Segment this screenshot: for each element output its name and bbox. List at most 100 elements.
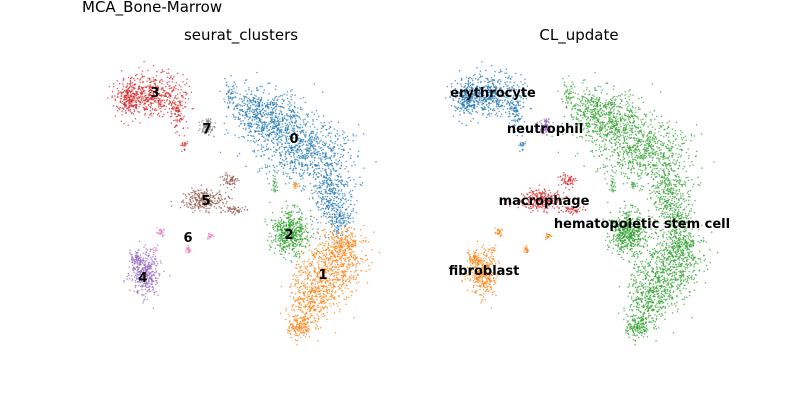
scatter-point-cluster-0	[301, 154, 304, 157]
scatter-point-cluster-1	[307, 302, 310, 305]
scatter-point-cluster-0	[344, 183, 346, 185]
scatter-point-cluster-0	[251, 125, 254, 127]
scatter-point-cluster-0	[294, 146, 296, 149]
scatter-point-cluster-0	[253, 94, 256, 96]
scatter-point-cluster-2	[298, 238, 300, 241]
scatter-point-cluster-0	[261, 146, 263, 148]
scatter-point-cluster-0	[309, 145, 312, 148]
scatter-point-cluster-0	[327, 183, 330, 186]
scatter-point-cluster-2	[298, 257, 301, 259]
scatter-point-cluster-0	[232, 92, 234, 95]
scatter-point-cluster-1	[297, 335, 299, 337]
scatter-point-cluster-2	[292, 233, 295, 236]
scatter-point-cluster-1	[321, 276, 323, 279]
scatter-point-cluster-2	[278, 225, 281, 228]
scatter-point-cluster-0	[301, 141, 304, 143]
scatter-point-cluster-0	[247, 139, 249, 142]
scatter-point-cluster-3	[157, 101, 160, 104]
scatter-point-cluster-0	[336, 132, 339, 135]
scatter-point-cluster-1	[342, 251, 344, 253]
scatter-point-cluster-0	[263, 113, 266, 116]
scatter-point-cluster-1	[354, 255, 356, 257]
scatter-point-cluster-2	[301, 225, 304, 227]
scatter-point-cluster-2	[303, 231, 306, 233]
scatter-point-cluster-1	[316, 291, 318, 293]
scatter-point-cluster-2	[268, 248, 271, 251]
scatter-point-cluster-0	[270, 126, 272, 128]
scatter-point-cluster-2	[285, 234, 288, 237]
scatter-point-cluster-0	[238, 113, 241, 115]
scatter-point-cluster-0	[314, 177, 317, 180]
scatter-point-cluster-0	[330, 184, 333, 186]
scatter-point-cluster-0	[297, 139, 300, 141]
scatter-point-cluster-2	[291, 224, 294, 226]
scatter-point-cluster-1	[306, 282, 309, 284]
scatter-point-cluster-4	[144, 261, 146, 264]
scatter-point-cluster-1	[341, 285, 343, 287]
scatter-point-cluster-0	[318, 165, 320, 167]
scatter-point-cluster-1	[328, 298, 330, 300]
scatter-point-cluster-0	[282, 167, 285, 169]
scatter-point-cluster-0	[268, 133, 271, 135]
scatter-point-cluster-0	[299, 108, 302, 110]
scatter-point-cluster-3	[122, 83, 124, 85]
scatter-point-cluster-0	[256, 112, 259, 114]
scatter-point-cluster-2	[293, 218, 296, 220]
scatter-point-cluster-0	[257, 149, 259, 152]
scatter-point-cluster-0	[330, 183, 332, 185]
scatter-point-cluster-0	[290, 167, 292, 169]
scatter-point-cluster-0	[332, 149, 334, 151]
scatter-point-cluster-0	[245, 90, 247, 92]
scatter-point-cluster-2	[285, 200, 288, 202]
scatter-point-cluster-2	[294, 245, 297, 248]
scatter-point-cluster-4	[149, 290, 152, 292]
scatter-point-cluster-0	[339, 219, 341, 222]
scatter-point-cluster-1	[294, 292, 297, 295]
scatter-point-cluster-4	[152, 307, 155, 310]
scatter-point-cluster-0	[291, 93, 294, 96]
scatter-point-cluster-3	[174, 119, 176, 121]
scatter-point-cluster-0	[338, 214, 340, 216]
scatter-point-cluster-1	[316, 295, 318, 298]
scatter-point-cluster-0	[313, 185, 315, 188]
scatter-point-cluster-3	[164, 85, 167, 88]
scatter-point-cluster-0	[263, 109, 266, 112]
scatter-point-cluster-1	[324, 270, 326, 273]
scatter-point-cluster-0	[266, 105, 269, 107]
scatter-point-cluster-1	[321, 287, 324, 290]
scatter-point-cluster-0	[309, 164, 312, 166]
scatter-point-cluster-2	[285, 248, 287, 250]
scatter-point-cluster-0	[333, 156, 335, 158]
scatter-point-cluster-0	[344, 198, 346, 201]
scatter-point-cluster-1	[313, 308, 316, 311]
scatter-point-cluster-3	[175, 103, 177, 106]
scatter-point-cluster-1	[330, 268, 332, 271]
scatter-point-cluster-1	[310, 284, 313, 286]
scatter-point-cluster-0	[342, 195, 344, 197]
scatter-point-cluster-0	[339, 224, 341, 227]
scatter-point-cluster-0	[304, 163, 307, 166]
scatter-point-cluster-2	[301, 216, 303, 219]
scatter-point-cluster-0	[305, 155, 307, 158]
scatter-point-cluster-1	[303, 282, 305, 285]
scatter-point-cluster-0	[285, 146, 288, 148]
scatter-point-cluster-3	[126, 95, 129, 97]
scatter-point-cluster-0	[272, 126, 274, 128]
scatter-point-cluster-0	[268, 108, 270, 110]
scatter-point-cluster-0	[231, 97, 233, 99]
scatter-point-cluster-0	[241, 105, 244, 107]
scatter-point-cluster-0	[233, 81, 235, 83]
scatter-point-cluster-2	[286, 241, 288, 244]
scatter-point-cluster-0	[255, 140, 258, 142]
scatter-point-cluster-0	[323, 152, 325, 155]
scatter-point-cluster-3	[136, 73, 138, 76]
scatter-point-cluster-0	[312, 232, 315, 235]
scatter-point-cluster-0	[260, 144, 263, 146]
scatter-point-cluster-0	[273, 120, 276, 123]
scatter-point-cluster-0	[263, 136, 265, 138]
scatter-point-cluster-3	[134, 106, 137, 109]
scatter-point-cluster-0	[336, 192, 339, 194]
scatter-point-cluster-0	[333, 209, 336, 212]
scatter-point-cluster-4	[128, 274, 130, 276]
scatter-point-cluster-1	[305, 333, 308, 335]
